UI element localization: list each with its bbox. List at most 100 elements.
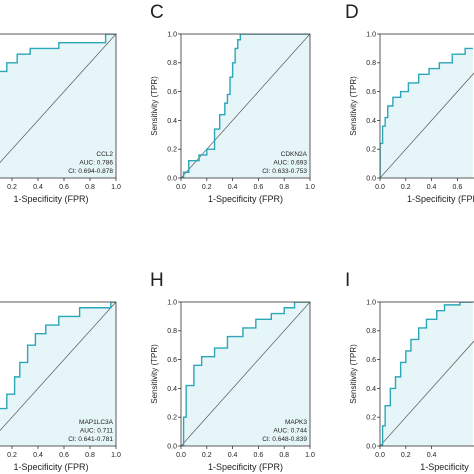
- y-tick-label: 0.4: [366, 118, 376, 125]
- ci-label: CI: 0.648-0.839: [262, 436, 307, 443]
- x-tick-label: 0.4: [427, 184, 437, 191]
- auc-area: [380, 302, 473, 446]
- x-tick-label: 0.2: [202, 452, 212, 459]
- y-axis-label: Sensitivity (TPR): [349, 76, 358, 136]
- y-tick-label: 0.0: [167, 443, 177, 450]
- plot-frame: [0, 301, 117, 447]
- x-tick-label: 1.0: [111, 184, 121, 191]
- panel-letter: H: [150, 270, 164, 291]
- x-axis-label: 1-Specificity (FPR): [13, 194, 88, 204]
- roc-panel: 0.0 0.2 0.4 0.6 0.8 1.0 0.0 0.2 0.4 0.6 0.8 1.0 1-Sp…: [150, 270, 315, 472]
- y-tick-label: 0.0: [167, 175, 177, 182]
- x-tick-label: 0.0: [176, 452, 186, 459]
- y-axis-label: Sensitivity (TPR): [349, 344, 358, 404]
- ci-label: CI: 0.633-0.753: [262, 168, 307, 175]
- plot-frame: [180, 301, 311, 447]
- x-tick-label: 0.2: [7, 452, 17, 459]
- x-tick-label: 0.4: [33, 184, 43, 191]
- y-axis-label: Sensitivity (TPR): [150, 344, 159, 404]
- y-tick-label: 0.2: [167, 415, 177, 422]
- plot-frame: [379, 33, 474, 179]
- x-tick-label: 0.2: [401, 184, 411, 191]
- x-axis-label: 1-Specificity (FPR): [13, 462, 88, 472]
- auc-area: [0, 34, 116, 178]
- y-tick-label: 0.4: [167, 118, 177, 125]
- x-tick-label: 1.0: [305, 452, 315, 459]
- auc-label: AUC: 0.786: [79, 160, 113, 167]
- x-tick-label: 0.6: [453, 184, 463, 191]
- panel-letter: I: [345, 270, 350, 291]
- y-tick-label: 1.0: [167, 299, 177, 306]
- reference-diagonal: [181, 34, 310, 178]
- gene-label: MAPK3: [285, 419, 307, 426]
- y-tick-label: 0.2: [167, 147, 177, 154]
- x-axis-label: 1-Specificity (FPR): [407, 194, 474, 204]
- auc-label: AUC: 0.744: [273, 428, 307, 435]
- roc-curve: [380, 47, 473, 178]
- x-tick-label: 0.8: [85, 184, 95, 191]
- y-tick-label: 0.8: [366, 60, 376, 67]
- gene-label: CCL2: [96, 151, 113, 158]
- reference-diagonal: [380, 340, 474, 446]
- y-tick-label: 0.8: [167, 328, 177, 335]
- roc-panel: 0.0 0.2 0.4 0.0 0.2 0.4 0.6 0.8 1.0 1-Specificity…: [345, 270, 474, 472]
- reference-diagonal: [181, 302, 310, 446]
- x-tick-label: 0.4: [33, 452, 43, 459]
- y-tick-label: 0.0: [366, 443, 376, 450]
- x-tick-label: 0.2: [7, 184, 17, 191]
- panel-letter: C: [150, 2, 164, 23]
- y-tick-label: 0.0: [366, 175, 376, 182]
- plot-frame: [379, 301, 474, 447]
- x-tick-label: 1.0: [111, 452, 121, 459]
- x-tick-label: 0.8: [279, 452, 289, 459]
- panel-letter: D: [345, 2, 359, 23]
- roc-curve: [181, 302, 310, 446]
- x-tick-label: 0.0: [176, 184, 186, 191]
- plot-frame: [180, 33, 311, 179]
- x-axis-label: 1-Specificity (FPR): [208, 462, 283, 472]
- y-axis-label: Sensitivity (TPR): [150, 76, 159, 136]
- auc-label: AUC: 0.693: [273, 160, 307, 167]
- reference-diagonal: [380, 72, 474, 178]
- roc-curve: [0, 302, 116, 410]
- x-tick-label: 0.6: [59, 184, 69, 191]
- roc-panel: 0.2 0.4 0.6 0.8 1.0 1-Specificity (FPR) CCL2 AU…: [0, 33, 121, 204]
- roc-panel: 0.0 0.2 0.4 0.6 0.0 0.2 0.4 0.6 0.8 1.0 1-Specific…: [345, 2, 474, 204]
- y-tick-label: 0.6: [167, 357, 177, 364]
- reference-diagonal: [0, 302, 116, 432]
- auc-area: [0, 302, 116, 446]
- y-tick-label: 0.8: [366, 328, 376, 335]
- ci-label: CI: 0.694-0.878: [68, 168, 113, 175]
- roc-panel: 0.0 0.2 0.4 0.6 0.8 1.0 0.0 0.2 0.4 0.6 0.8 1.0 1-Sp…: [150, 2, 315, 204]
- y-tick-label: 0.6: [366, 89, 376, 96]
- ci-label: CI: 0.641-0.781: [68, 436, 113, 443]
- y-tick-label: 1.0: [167, 31, 177, 38]
- x-tick-label: 0.2: [401, 452, 411, 459]
- roc-panel: 0.2 0.4 0.6 0.8 1.0 1-Specificity (FPR) MAP1LC…: [0, 301, 121, 472]
- roc-curve: [181, 34, 310, 178]
- x-tick-label: 0.0: [375, 184, 385, 191]
- roc-curve: [380, 302, 473, 446]
- auc-area: [380, 48, 473, 178]
- x-tick-label: 0.2: [202, 184, 212, 191]
- x-tick-label: 0.6: [254, 184, 264, 191]
- x-tick-label: 0.6: [59, 452, 69, 459]
- reference-diagonal: [0, 34, 116, 164]
- x-axis-label: 1-Specificity: [420, 462, 469, 472]
- y-tick-label: 0.4: [167, 386, 177, 393]
- y-tick-label: 0.4: [366, 386, 376, 393]
- y-tick-label: 1.0: [366, 31, 376, 38]
- y-tick-label: 0.6: [167, 89, 177, 96]
- y-tick-label: 1.0: [366, 299, 376, 306]
- plot-frame: [0, 33, 117, 179]
- y-tick-label: 0.6: [366, 357, 376, 364]
- y-tick-label: 0.8: [167, 60, 177, 67]
- x-tick-label: 0.4: [427, 452, 437, 459]
- x-tick-label: 1.0: [305, 184, 315, 191]
- y-tick-label: 0.2: [366, 415, 376, 422]
- x-tick-label: 0.8: [85, 452, 95, 459]
- roc-curve: [0, 34, 116, 73]
- x-tick-label: 0.4: [228, 452, 238, 459]
- x-tick-label: 0.4: [228, 184, 238, 191]
